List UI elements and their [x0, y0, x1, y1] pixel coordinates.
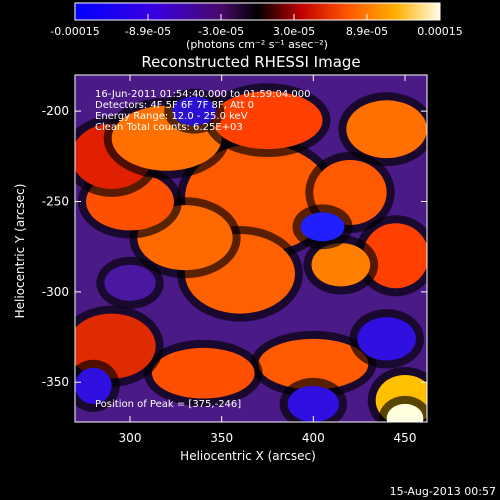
y-axis-ticks: -200 -250 -300 -350: [42, 104, 427, 389]
y-tick-label: -200: [42, 104, 69, 118]
colorbar-tick-label: 8.9e-05: [346, 25, 388, 38]
heat-blob: [152, 347, 255, 399]
y-tick-label: -250: [42, 195, 69, 209]
heat-blob: [258, 338, 369, 390]
heat-blob: [386, 403, 424, 422]
info-block: 16-Jun-2011 01:54:40.000 to 01:59:04.000…: [95, 89, 311, 133]
colorbar-ticks: [74, 14, 441, 20]
heat-blob: [300, 212, 345, 242]
y-axis-label: Heliocentric Y (arcsec): [13, 184, 27, 319]
plot-frame: [74, 74, 428, 423]
x-axis-label: Heliocentric X (arcsec): [180, 449, 316, 463]
heat-blob: [172, 96, 217, 126]
peak-position-label: Position of Peak = [375,-246]: [95, 399, 241, 410]
heat-blob: [311, 243, 371, 287]
heat-blob: [212, 91, 323, 150]
chart-title: Reconstructed RHESSI Image: [141, 53, 360, 71]
colorbar-tick-label: 0.00015: [417, 25, 463, 38]
heat-blob: [346, 100, 427, 159]
colorbar-tick-label: -0.00015: [50, 25, 99, 38]
x-tick-label: 300: [119, 431, 142, 445]
y-tick-label: -300: [42, 285, 69, 299]
x-tick-label: 450: [394, 431, 417, 445]
colorbar-tick-label: -3.0e-05: [198, 25, 244, 38]
info-line: Clean Total counts: 6.25E+03: [95, 122, 243, 133]
heatmap-image: [75, 75, 427, 422]
footer-date: 15-Aug-2013 00:57: [390, 485, 496, 498]
x-axis-ticks: 300 350 400 450: [119, 75, 417, 445]
info-line: Detectors: 4F 5F 6F 7F 8F, Att 0: [95, 100, 254, 111]
x-tick-label: 350: [210, 431, 233, 445]
info-line: Energy Range: 12.0 - 25.0 keV: [95, 111, 248, 122]
colorbar-tick-label: 3.0e-05: [273, 25, 315, 38]
heat-blob: [104, 264, 156, 301]
colorbar-tick-label: -8.9e-05: [125, 25, 171, 38]
x-tick-label: 400: [302, 431, 325, 445]
heat-blob: [287, 385, 339, 422]
heat-blob: [357, 317, 416, 361]
heat-blob: [75, 367, 112, 404]
y-tick-label: -350: [42, 375, 69, 389]
colorbar-tick-labels: -0.00015 -8.9e-05 -3.0e-05 3.0e-05 8.9e-05 0.…: [50, 25, 462, 38]
info-line: 16-Jun-2011 01:54:40.000 to 01:59:04.000: [95, 89, 311, 100]
colorbar-unit-label: (photons cm⁻² s⁻¹ asec⁻²): [186, 38, 328, 51]
heat-blob: [362, 223, 427, 289]
colorbar: [74, 2, 441, 21]
